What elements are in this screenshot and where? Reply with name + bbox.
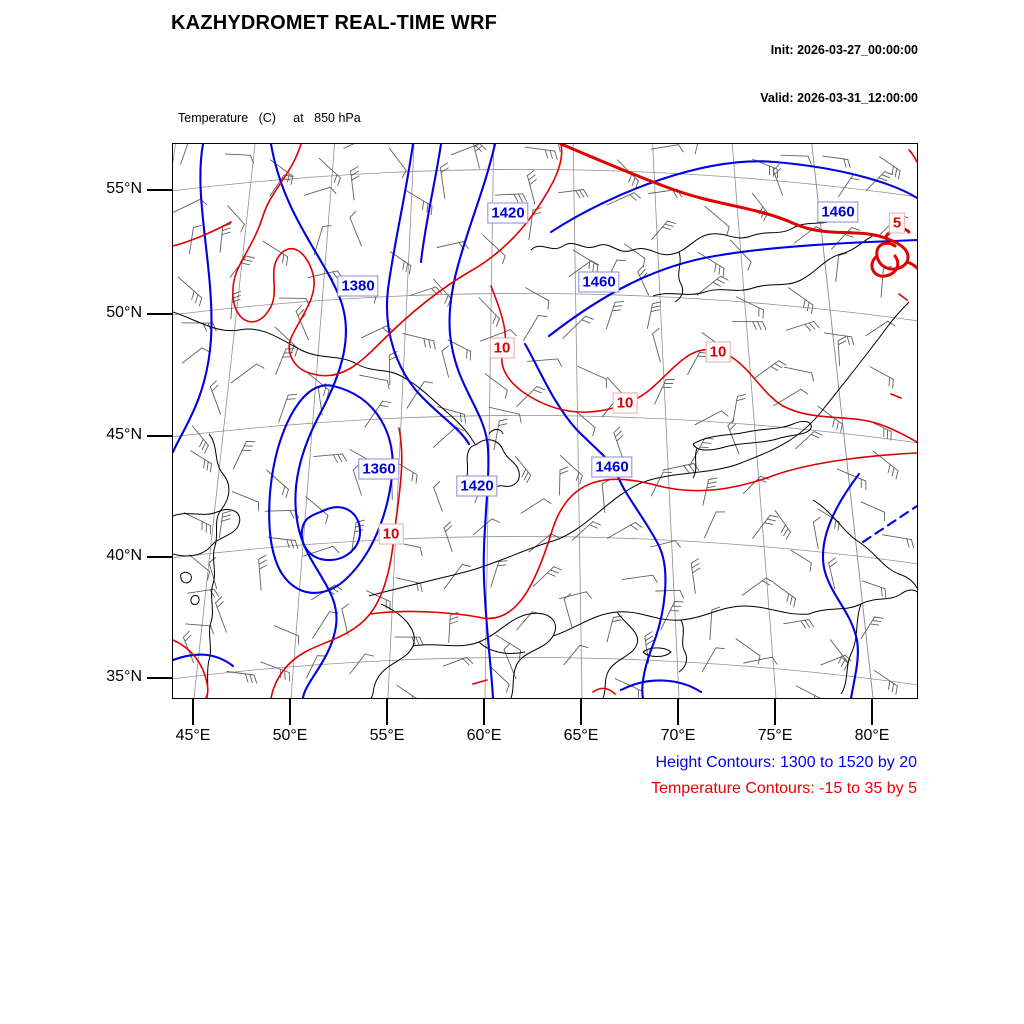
run-times: Init: 2026-03-27_00:00:00 Valid: 2026-03…	[760, 10, 918, 138]
height-contour	[268, 384, 394, 594]
lat-tick-label: 35°N	[106, 668, 142, 685]
lon-tick	[289, 699, 291, 725]
lat-tick-label: 40°N	[106, 547, 142, 564]
height-contour-label: 1420	[456, 475, 498, 497]
temperature-contour	[490, 285, 917, 443]
page-title: KAZHYDROMET REAL-TIME WRF	[171, 12, 498, 34]
lat-tick-label: 45°N	[106, 426, 142, 443]
temperature-contour-label: 10	[378, 523, 404, 545]
height-contour	[549, 160, 917, 234]
temperature-contour-label: 5	[888, 212, 906, 234]
height-contour	[419, 144, 443, 264]
temperature-contours-layer	[173, 144, 917, 698]
height-contour	[523, 342, 667, 698]
caspian-islands	[180, 571, 200, 605]
temperature-contour-label: 10	[489, 337, 515, 359]
lat-tick	[147, 556, 172, 558]
south-borders-east	[808, 589, 917, 695]
lat-tick-label: 55°N	[106, 180, 142, 197]
lat-tick	[147, 435, 172, 437]
lake-balkhash	[692, 420, 812, 479]
height-contour	[173, 653, 235, 668]
mangyshlak-peninsula	[173, 509, 241, 557]
lon-tick	[774, 699, 776, 725]
lat-tick	[147, 189, 172, 191]
temperature-contour	[472, 679, 616, 695]
height-contour-label: 1460	[591, 456, 633, 478]
temperature-contour	[890, 149, 917, 399]
lon-tick-label: 65°E	[563, 727, 599, 744]
temperature-contour-label: 10	[612, 392, 638, 414]
temperature-contours-note: Temperature Contours: -15 to 35 by 5	[651, 780, 917, 797]
height-contours-note: Height Contours: 1300 to 1520 by 20	[655, 754, 917, 771]
temperature-contour	[232, 144, 563, 377]
legend-temperature: Temperature (C) at 850 hPa	[178, 111, 361, 125]
temperature-contour	[173, 639, 209, 698]
height-contour	[861, 504, 917, 544]
lon-tick-label: 55°E	[369, 727, 405, 744]
lon-tick	[677, 699, 679, 725]
contour-label-overlay: 1420 1460 1380 1460 1360 1420 1460 10 10 10 10 5	[173, 144, 917, 698]
height-contour-label: 1460	[817, 201, 859, 223]
graticule-layer	[173, 144, 917, 698]
east-border	[812, 499, 917, 589]
height-contour	[173, 144, 213, 454]
south-border-chain	[368, 301, 910, 597]
valid-time: Valid: 2026-03-31_12:00:00	[760, 91, 918, 105]
height-contour	[300, 506, 362, 562]
height-contour	[619, 679, 703, 694]
init-time: Init: 2026-03-27_00:00:00	[770, 43, 918, 57]
lon-tick-label: 80°E	[854, 727, 890, 744]
south-borders-mid	[552, 605, 810, 698]
lon-tick-label: 45°E	[175, 727, 211, 744]
lon-tick	[483, 699, 485, 725]
height-contour	[448, 144, 497, 698]
lon-tick	[192, 699, 194, 725]
height-contour-label: 1380	[337, 275, 379, 297]
height-contour-label: 1420	[487, 202, 529, 224]
temperature-contour-label: 10	[705, 341, 731, 363]
temperature-contour	[270, 427, 917, 698]
map-panel: 1420 1460 1380 1460 1360 1420 1460 10 10 10 10 5	[172, 143, 918, 699]
temperature-contour	[173, 221, 232, 247]
ne-border-jagged	[652, 233, 878, 297]
north-border-jagged	[530, 219, 836, 303]
contour-notes: Height Contours: 1300 to 1520 by 20 Temp…	[651, 750, 917, 802]
lon-tick	[871, 699, 873, 725]
caspian-coast	[206, 433, 230, 698]
lon-tick	[386, 699, 388, 725]
lat-tick-label: 50°N	[106, 304, 142, 321]
height-contour	[386, 144, 471, 446]
lon-tick-label: 70°E	[660, 727, 696, 744]
lon-tick	[580, 699, 582, 725]
lat-tick	[147, 677, 172, 679]
height-contour	[547, 238, 917, 338]
lon-tick-label: 60°E	[466, 727, 502, 744]
lon-tick-label: 50°E	[272, 727, 308, 744]
lon-tick-label: 75°E	[757, 727, 793, 744]
temperature-contour-thick	[559, 144, 917, 278]
height-contours-layer	[173, 144, 917, 698]
height-contour	[269, 144, 347, 698]
lat-tick	[147, 313, 172, 315]
height-contour-label: 1360	[358, 458, 400, 480]
height-contour	[821, 472, 861, 698]
height-contour-label: 1460	[578, 271, 620, 293]
south-borders-west	[370, 603, 556, 698]
